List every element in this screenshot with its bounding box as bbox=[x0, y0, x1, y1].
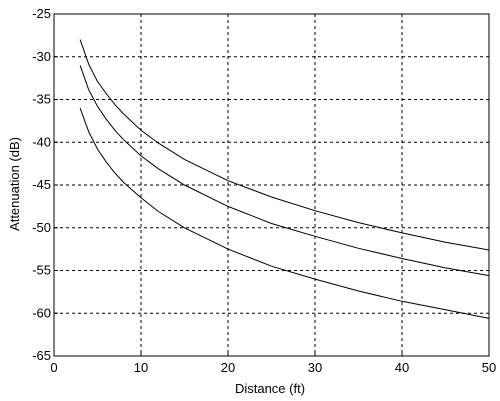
y-tick-label: -65 bbox=[32, 348, 51, 363]
y-tick-label: -60 bbox=[32, 305, 51, 320]
series-line-1 bbox=[79, 39, 490, 251]
x-tick-labels: 0 10 20 30 40 50 bbox=[50, 360, 496, 375]
x-tick-label: 0 bbox=[50, 360, 57, 375]
y-axis-label: Attenuation (dB) bbox=[7, 137, 22, 231]
y-tick-label: -45 bbox=[32, 177, 51, 192]
y-tick-label: -35 bbox=[32, 92, 51, 107]
y-tick-label: -55 bbox=[32, 263, 51, 278]
y-tick-label: -50 bbox=[32, 220, 51, 235]
series-line-2 bbox=[79, 65, 490, 277]
series-line-3 bbox=[79, 107, 490, 319]
series-layer bbox=[79, 39, 490, 319]
x-tick-label: 30 bbox=[308, 360, 322, 375]
plot-frame bbox=[53, 13, 490, 357]
y-tick-label: -30 bbox=[32, 49, 51, 64]
grid-layer bbox=[53, 13, 490, 357]
x-tick-label: 40 bbox=[395, 360, 409, 375]
x-tick-label: 10 bbox=[134, 360, 148, 375]
y-tick-labels: -25 -30 -35 -40 -45 -50 -55 -60 -65 bbox=[32, 6, 51, 363]
x-tick-label: 20 bbox=[221, 360, 235, 375]
x-tick-label: 50 bbox=[482, 360, 496, 375]
y-tick-label: -40 bbox=[32, 134, 51, 149]
y-tick-label: -25 bbox=[32, 6, 51, 21]
x-axis-label: Distance (ft) bbox=[235, 381, 305, 396]
